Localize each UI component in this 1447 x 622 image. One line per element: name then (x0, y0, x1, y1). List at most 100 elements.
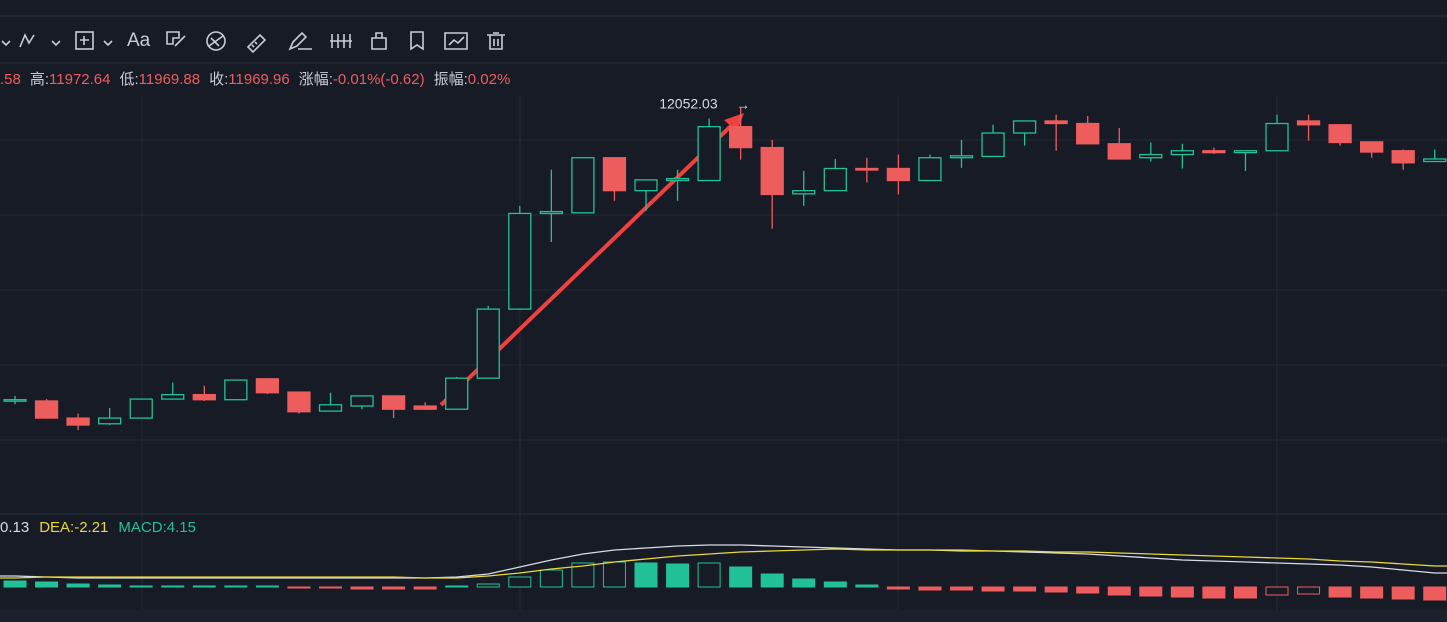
candle-body (1296, 120, 1321, 126)
macd-bar (1297, 586, 1321, 595)
info-label: 收: (209, 71, 228, 88)
candle-body (98, 417, 122, 425)
grid (0, 95, 1447, 610)
trend-arrow-head (724, 113, 744, 132)
macd-bar (1107, 586, 1131, 596)
macd-bar (1328, 586, 1352, 598)
candle-body (792, 190, 816, 195)
macd-bar (287, 586, 311, 589)
candle-body (445, 377, 469, 410)
indicator-legend: 0.13 (0, 519, 29, 536)
macd-bar (697, 562, 721, 588)
macd-bar (1423, 586, 1447, 601)
candle-body (729, 126, 753, 149)
macd-bar (571, 562, 595, 588)
arrow-glyph: → (736, 97, 750, 113)
info-value: 11969.88 (139, 71, 200, 88)
lock-tool[interactable] (371, 32, 387, 50)
macd-bar (539, 569, 563, 588)
macd-bar (823, 581, 847, 588)
macd-bar (1013, 586, 1037, 592)
candle-body (1202, 150, 1226, 154)
macd-bar (1233, 586, 1257, 599)
info-label: 低: (119, 71, 138, 88)
macd-bar (855, 584, 879, 588)
candle-body (1328, 124, 1352, 144)
candle-body (1170, 150, 1194, 156)
high-annotation: 12052.03 (659, 95, 718, 111)
candle-body (634, 179, 658, 192)
dropdown-icon[interactable] (103, 40, 113, 47)
macd-bar (445, 585, 469, 588)
info-value: 11969.96 (228, 71, 289, 88)
candle-body (1139, 153, 1163, 159)
macd-bar (192, 585, 216, 588)
macd-bar (98, 584, 122, 588)
pattern-tool[interactable] (166, 31, 186, 47)
template-tool[interactable] (444, 32, 468, 50)
macd-bar (634, 562, 658, 588)
candle-body (66, 417, 90, 426)
macd-bar (161, 585, 185, 588)
macd-bar (1044, 586, 1068, 593)
macd-bar (508, 576, 532, 588)
candle-body (413, 405, 437, 410)
info-label: 振幅: (434, 71, 468, 88)
fib-tool-lines (208, 35, 224, 47)
candle-body (192, 393, 216, 401)
measure-tool-plus (80, 36, 89, 45)
ruler-tool[interactable] (246, 33, 267, 54)
bars-tool[interactable] (330, 34, 352, 48)
candle-body (918, 157, 942, 182)
candle-body (381, 395, 406, 410)
candle-body (161, 393, 185, 400)
candle-body (34, 400, 59, 419)
macd-bar (129, 585, 153, 588)
candle-body (697, 126, 721, 182)
indicator-tab-strip[interactable] (0, 610, 1447, 622)
candle-body (571, 157, 595, 214)
info-label: 涨幅: (299, 71, 333, 88)
candle-body (1012, 120, 1037, 134)
candle-body (3, 399, 27, 402)
macd-bar (666, 563, 690, 588)
macd-bar (1202, 586, 1226, 599)
macd-line (0, 544, 1447, 579)
indicator-legend: MACD:4.15 (118, 519, 196, 536)
candle-body (1107, 143, 1131, 160)
macd-bar (886, 586, 910, 590)
bookmark-tool[interactable] (410, 31, 424, 51)
text-tool[interactable]: Aa (127, 30, 151, 51)
candle-body (350, 395, 374, 407)
macd-bar (918, 586, 942, 591)
measure-tool[interactable] (75, 31, 94, 50)
info-value: .58 (0, 71, 21, 88)
dropdown-icon[interactable] (1, 40, 11, 47)
macd-bar (950, 586, 973, 591)
macd-bar (1391, 586, 1415, 600)
macd-bar (66, 583, 90, 588)
fib-tool[interactable] (206, 31, 226, 51)
macd-bar (1360, 586, 1384, 599)
candle-body (1233, 150, 1258, 154)
candle-body (476, 308, 500, 379)
indicator-legend: DEA:-2.21 (39, 519, 108, 536)
candle-body (1360, 141, 1384, 153)
wave-tool[interactable] (19, 33, 35, 48)
macd-bar (224, 585, 248, 588)
brush-tool[interactable] (288, 31, 312, 51)
macd-bar (792, 578, 816, 588)
macd-bar (729, 566, 753, 588)
macd-bar (1139, 586, 1163, 597)
candle-body (224, 379, 248, 401)
delete-tool[interactable] (487, 32, 505, 50)
macd-bar (1170, 586, 1194, 598)
candle-body (602, 157, 627, 192)
candle-body (539, 210, 563, 215)
macd-bar (255, 585, 279, 588)
dropdown-icon[interactable] (51, 40, 61, 47)
macd-line (0, 548, 1447, 579)
candle-body (665, 177, 690, 182)
